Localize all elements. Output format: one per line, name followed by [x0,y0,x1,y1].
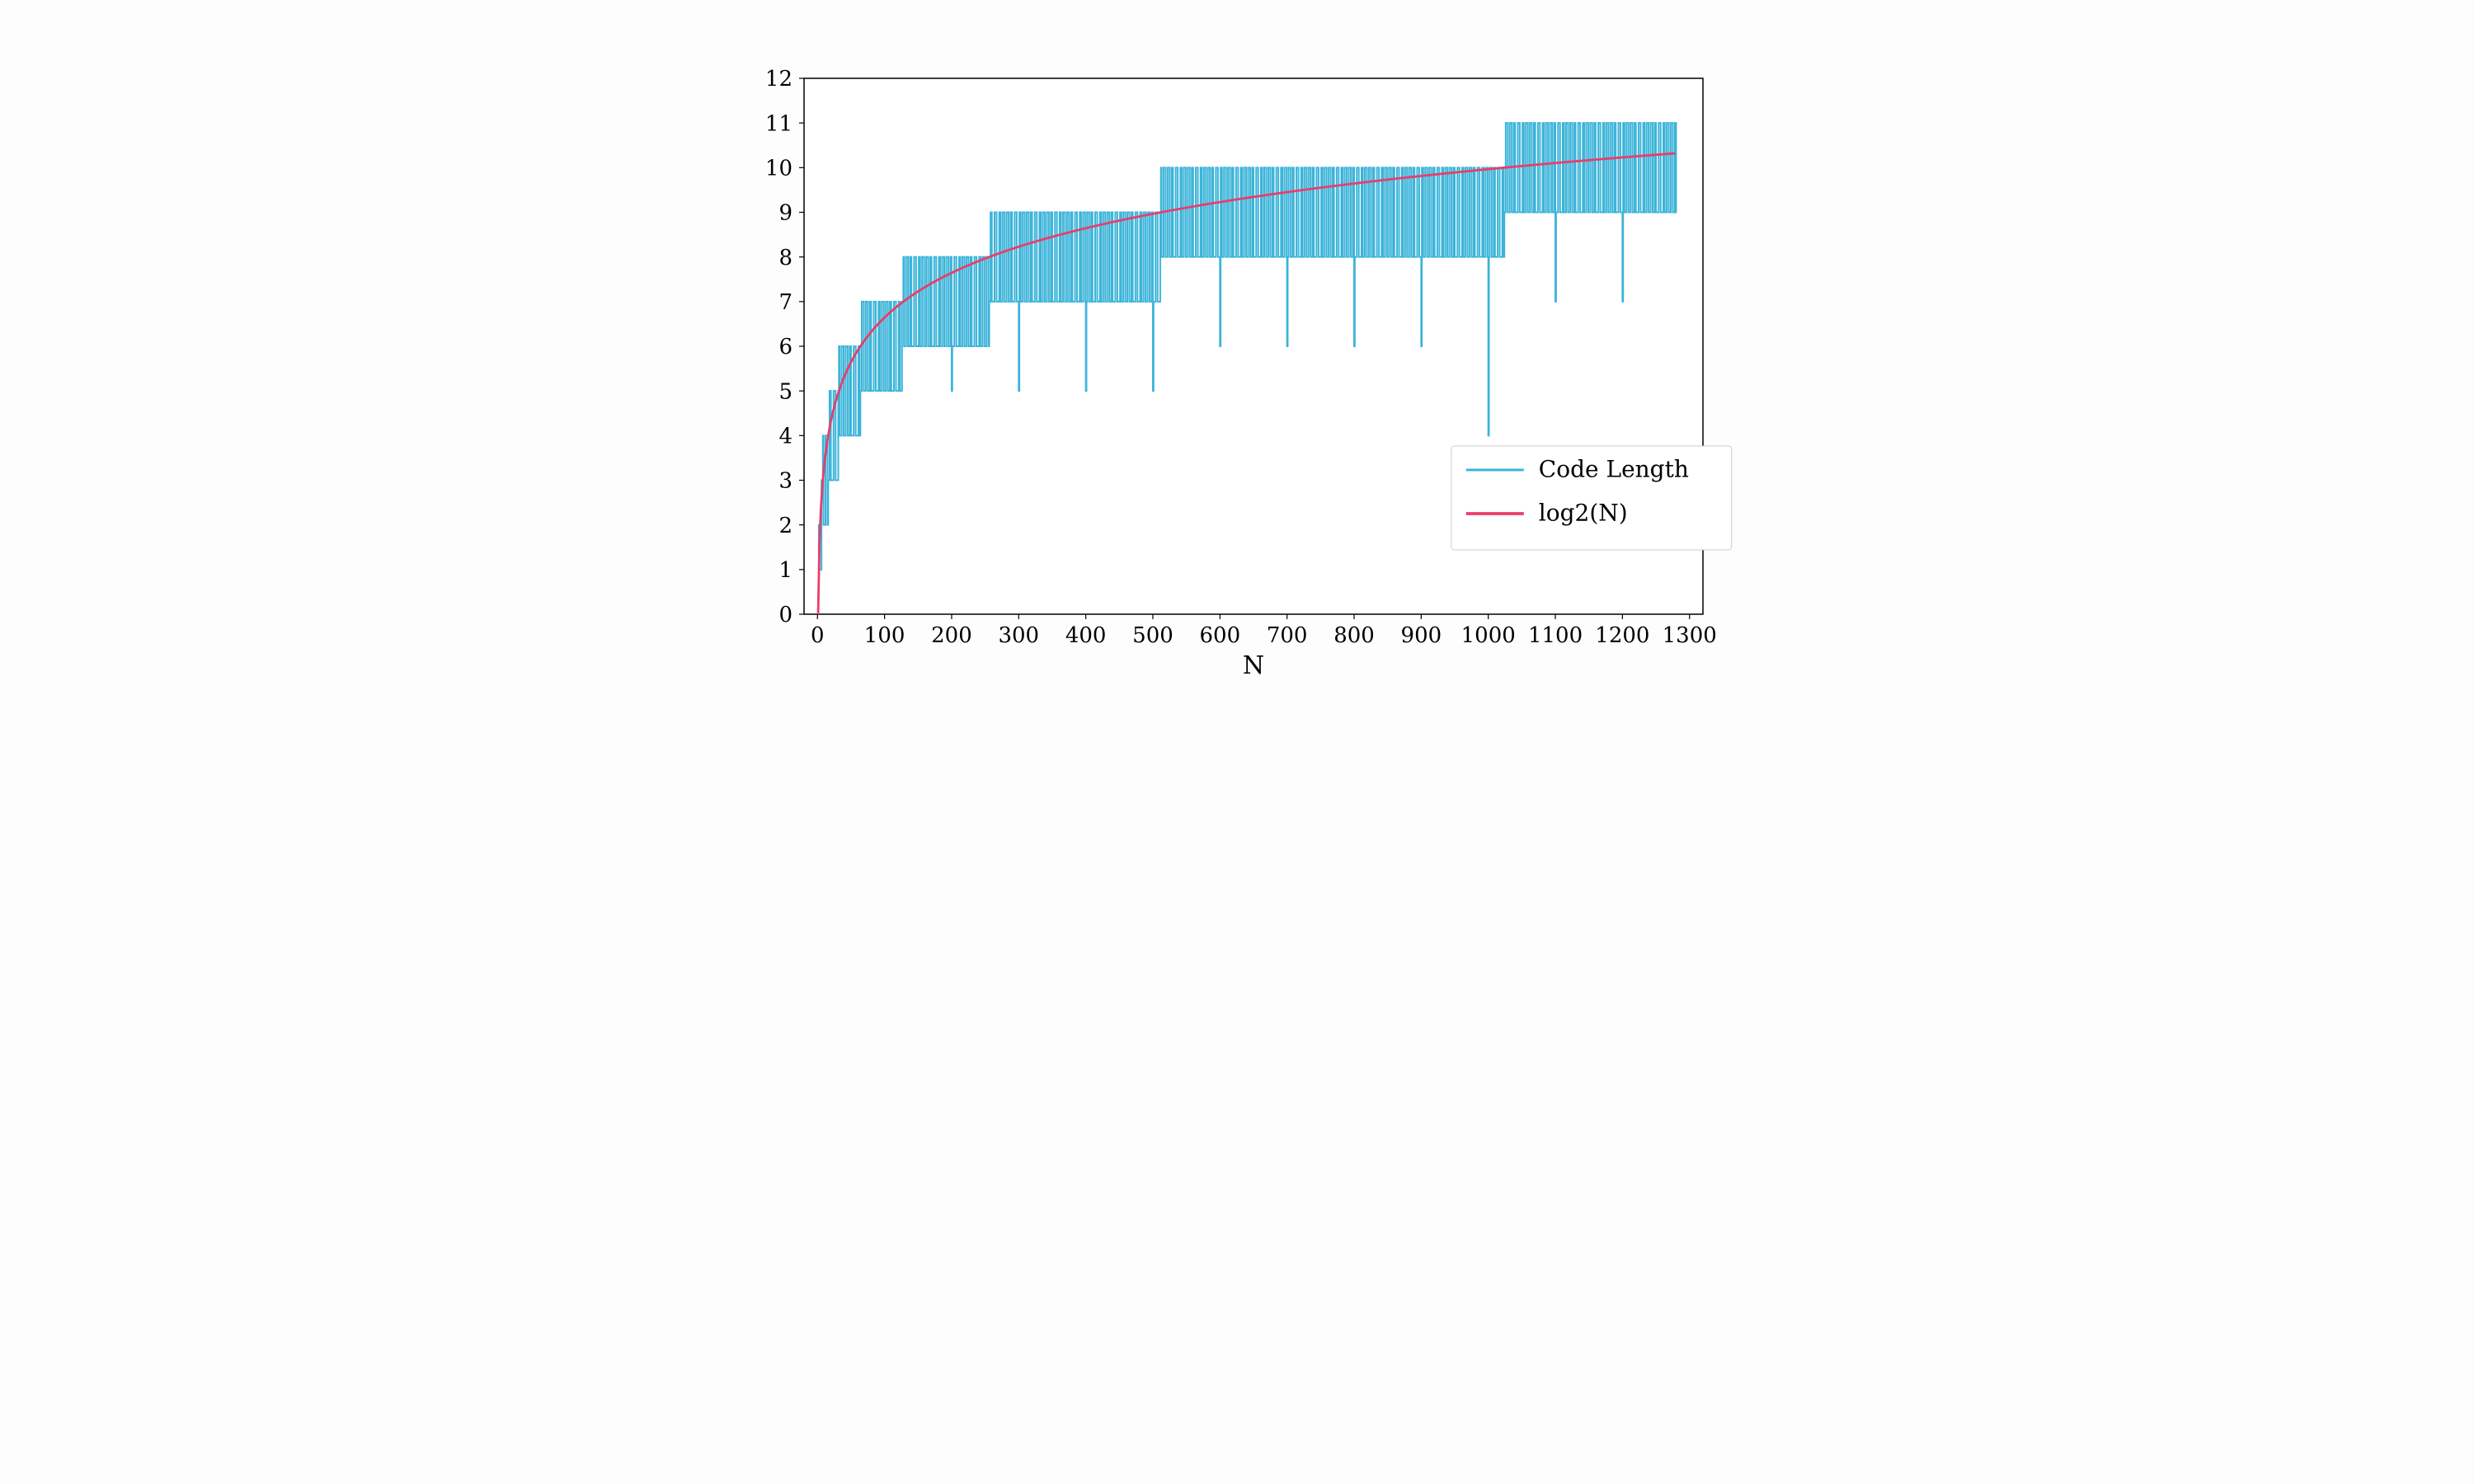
x-tick-label: 0 [811,623,825,648]
x-tick-label: 200 [931,623,972,648]
x-tick-label: 1300 [1663,623,1717,648]
x-tick-label: 300 [998,623,1039,648]
y-tick-label: 9 [778,201,793,226]
y-tick-label: 11 [765,111,793,136]
x-tick-label: 800 [1333,623,1375,648]
y-tick-label: 10 [765,156,793,181]
y-tick-label: 8 [778,246,793,270]
legend-label: log2(N) [1539,499,1628,526]
chart-container: 0100200300400500600700800900100011001200… [660,0,1814,693]
y-tick-label: 1 [778,558,793,583]
x-tick-label: 700 [1267,623,1308,648]
x-tick-label: 900 [1401,623,1442,648]
chart-svg: 0100200300400500600700800900100011001200… [660,0,1814,693]
y-tick-label: 5 [778,379,793,404]
x-tick-label: 500 [1132,623,1174,648]
y-tick-label: 6 [778,335,793,359]
x-tick-label: 1100 [1528,623,1583,648]
y-tick-label: 2 [778,514,793,538]
x-tick-label: 1200 [1595,623,1649,648]
x-tick-label: 400 [1065,623,1107,648]
y-tick-label: 7 [778,290,793,315]
y-tick-label: 12 [765,67,793,92]
y-tick-label: 0 [778,603,793,627]
x-tick-label: 1000 [1461,623,1516,648]
x-axis-label: N [1243,651,1264,680]
y-tick-label: 3 [778,469,793,494]
x-tick-label: 600 [1200,623,1241,648]
legend-label: Code Length [1539,455,1689,482]
legend: Code Length log2(N) [1451,446,1732,550]
x-tick-label: 100 [864,623,905,648]
y-tick-label: 4 [778,424,793,448]
